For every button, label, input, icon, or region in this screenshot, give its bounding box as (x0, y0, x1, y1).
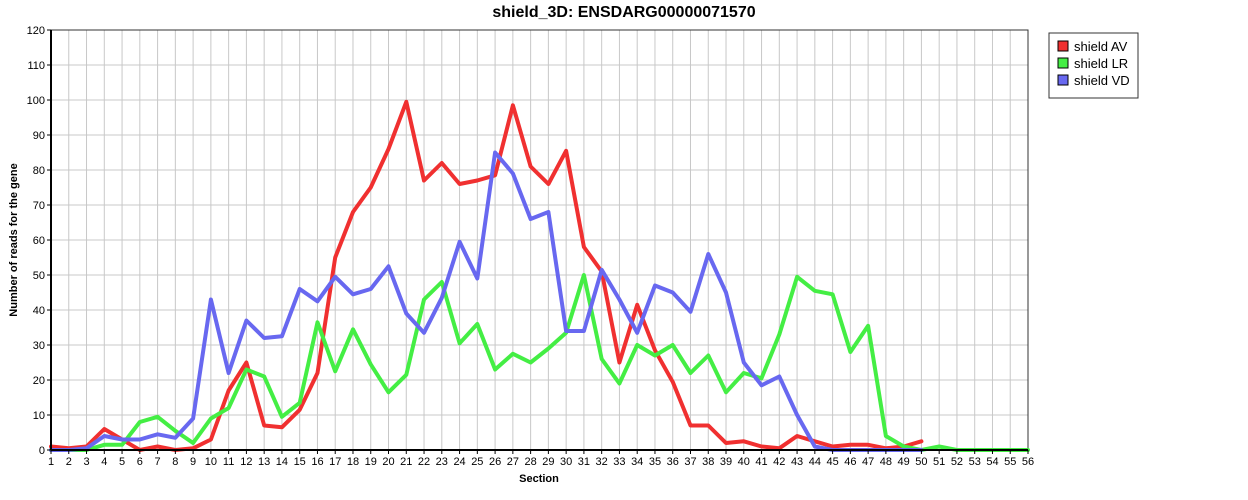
x-tick-label: 40 (738, 456, 750, 468)
x-tick-label: 21 (400, 456, 412, 468)
y-tick-label: 80 (33, 165, 45, 177)
x-tick-label: 43 (791, 456, 803, 468)
x-tick-label: 48 (880, 456, 892, 468)
y-tick-label: 40 (33, 305, 45, 317)
y-tick-label: 30 (33, 340, 45, 352)
x-tick-label: 42 (773, 456, 785, 468)
series-line-shield-av (49, 99, 924, 452)
series-layer (49, 99, 1030, 452)
legend: shield AV shield LR shield VD (1048, 32, 1139, 99)
x-tick-label: 37 (684, 456, 696, 468)
legend-label: shield LR (1074, 56, 1128, 71)
legend-label: shield VD (1074, 73, 1130, 88)
x-tick-label: 10 (205, 456, 217, 468)
y-tick-label: 50 (33, 270, 45, 282)
y-axis-ticks: 0 10 20 30 40 50 60 70 80 90 100 110 120 (27, 25, 51, 457)
y-tick-label: 60 (33, 235, 45, 247)
x-tick-label: 35 (649, 456, 661, 468)
x-tick-label: 32 (596, 456, 608, 468)
x-tick-label: 31 (578, 456, 590, 468)
series-line-shield-vd (49, 150, 924, 452)
x-tick-label: 29 (542, 456, 554, 468)
y-tick-label: 120 (27, 25, 45, 37)
y-tick-label: 100 (27, 95, 45, 107)
x-tick-label: 27 (507, 456, 519, 468)
x-tick-label: 11 (223, 456, 234, 468)
x-tick-label: 53 (969, 456, 981, 468)
x-tick-label: 20 (382, 456, 394, 468)
x-axis-ticks: 1 2 3 4 5 6 7 8 9 10 11 12 13 14 15 16 17 18 19 20 21 22 23 24 2… (48, 450, 1034, 468)
x-tick-label: 8 (172, 456, 178, 468)
x-tick-label: 46 (844, 456, 856, 468)
y-axis-title: Number of reads for the gene (8, 163, 20, 316)
legend-swatch (1057, 40, 1069, 52)
x-tick-label: 39 (720, 456, 732, 468)
x-tick-label: 9 (190, 456, 196, 468)
y-tick-label: 20 (33, 375, 45, 387)
x-tick-label: 36 (667, 456, 679, 468)
chart-title: shield_3D: ENSDARG00000071570 (492, 4, 755, 21)
x-tick-label: 16 (311, 456, 323, 468)
x-tick-label: 26 (489, 456, 501, 468)
x-tick-label: 4 (101, 456, 107, 468)
y-tick-label: 90 (33, 130, 45, 142)
x-tick-label: 28 (524, 456, 536, 468)
x-tick-label: 56 (1022, 456, 1034, 468)
x-tick-label: 19 (365, 456, 377, 468)
x-tick-label: 15 (294, 456, 306, 468)
x-tick-label: 12 (240, 456, 252, 468)
x-tick-label: 55 (1004, 456, 1016, 468)
x-tick-label: 41 (755, 456, 767, 468)
x-tick-label: 5 (119, 456, 125, 468)
x-tick-label: 25 (471, 456, 483, 468)
x-tick-label: 51 (933, 456, 945, 468)
legend-swatch (1057, 74, 1069, 86)
x-tick-label: 45 (826, 456, 838, 468)
x-tick-label: 34 (631, 456, 643, 468)
x-axis-title: Section (519, 473, 559, 485)
x-tick-label: 47 (862, 456, 874, 468)
x-tick-label: 1 (48, 456, 54, 468)
x-tick-label: 14 (276, 456, 288, 468)
x-tick-label: 13 (258, 456, 270, 468)
x-tick-label: 52 (951, 456, 963, 468)
x-tick-label: 7 (155, 456, 161, 468)
x-tick-label: 44 (809, 456, 821, 468)
x-tick-label: 2 (66, 456, 72, 468)
x-tick-label: 22 (418, 456, 430, 468)
x-tick-label: 54 (986, 456, 998, 468)
x-tick-label: 38 (702, 456, 714, 468)
x-tick-label: 17 (329, 456, 341, 468)
legend-swatch (1057, 57, 1069, 69)
x-tick-label: 30 (560, 456, 572, 468)
x-tick-label: 6 (137, 456, 143, 468)
y-tick-label: 10 (33, 410, 45, 422)
y-tick-label: 70 (33, 200, 45, 212)
x-tick-label: 18 (347, 456, 359, 468)
x-tick-label: 33 (613, 456, 625, 468)
y-tick-label: 0 (39, 445, 45, 457)
series-line-shield-lr (49, 273, 1030, 452)
x-tick-label: 50 (915, 456, 927, 468)
y-tick-label: 110 (27, 60, 45, 72)
x-tick-label: 3 (83, 456, 89, 468)
x-tick-label: 23 (436, 456, 448, 468)
x-tick-label: 49 (898, 456, 910, 468)
x-tick-label: 24 (453, 456, 465, 468)
legend-label: shield AV (1074, 39, 1128, 54)
